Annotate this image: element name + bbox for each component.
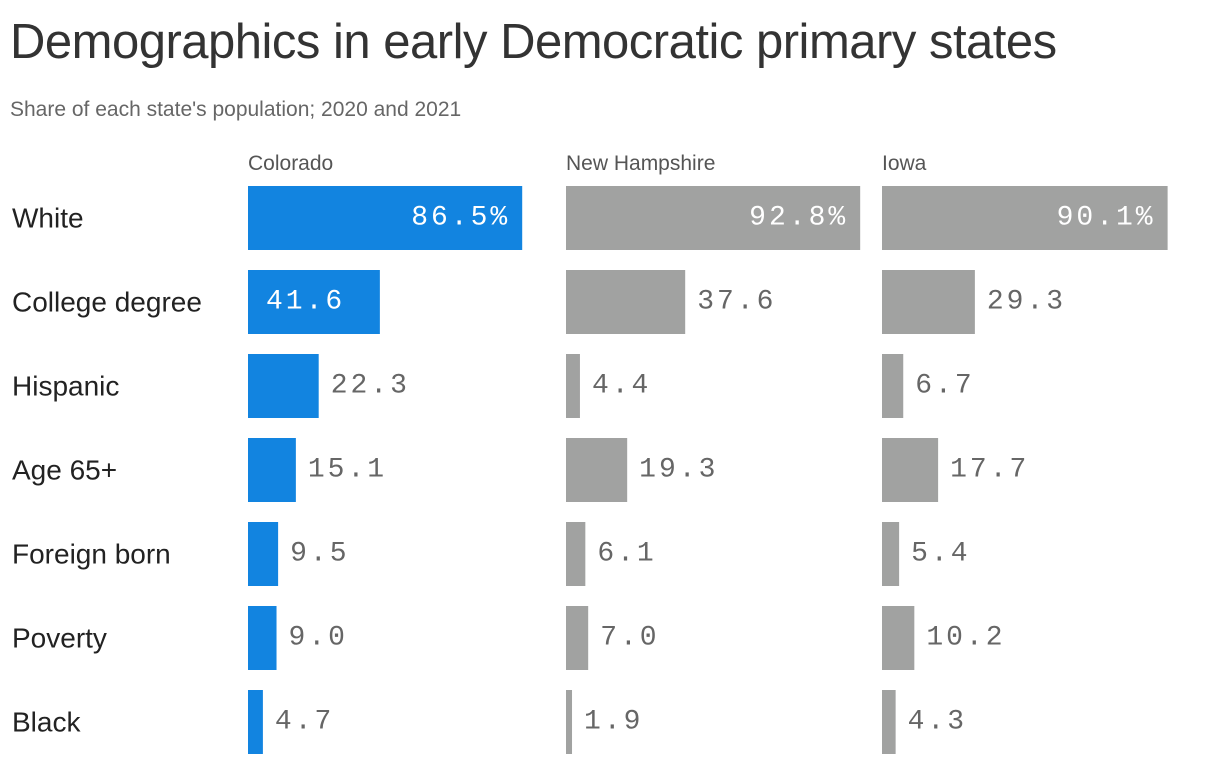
chart-subtitle: Share of each state's population; 2020 a… [10,98,462,121]
row-label-hispanic: Hispanic [12,371,119,402]
bar-iowa-college-degree [882,270,975,334]
value-label-iowa-age-65: 17.7 [950,455,1029,486]
value-label-new-hampshire-black: 1.9 [584,707,643,738]
bar-iowa-poverty [882,606,915,670]
value-label-colorado-college-degree: 41.6 [266,287,345,318]
bar-new-hampshire-poverty [566,606,589,670]
bar-new-hampshire-foreign-born [566,522,586,586]
bar-colorado-hispanic [248,354,319,418]
row-label-white: White [12,203,84,234]
bar-new-hampshire-hispanic [566,354,580,418]
value-label-colorado-foreign-born: 9.5 [290,539,349,570]
value-label-iowa-hispanic: 6.7 [915,371,974,402]
bar-iowa-foreign-born [882,522,900,586]
bar-iowa-hispanic [882,354,904,418]
chart-title: Demographics in early Democratic primary… [10,15,1057,69]
value-label-new-hampshire-hispanic: 4.4 [592,371,651,402]
bar-new-hampshire-black [566,690,573,754]
row-label-black: Black [12,707,81,738]
bar-iowa-black [882,690,896,754]
value-label-colorado-age-65: 15.1 [308,455,387,486]
value-label-new-hampshire-white: 92.8% [749,203,848,234]
bar-colorado-foreign-born [248,522,279,586]
value-label-new-hampshire-college-degree: 37.6 [697,287,776,318]
bar-colorado-college-degree [248,270,380,334]
value-label-iowa-poverty: 10.2 [926,623,1005,654]
bar-colorado-black [248,690,263,754]
value-label-new-hampshire-age-65: 19.3 [639,455,718,486]
bar-colorado-poverty [248,606,277,670]
value-label-iowa-white: 90.1% [1057,203,1156,234]
value-label-colorado-hispanic: 22.3 [331,371,410,402]
value-label-colorado-black: 4.7 [275,707,334,738]
bar-new-hampshire-age-65 [566,438,628,502]
row-label-college-degree: College degree [12,287,202,318]
value-label-iowa-foreign-born: 5.4 [911,539,970,570]
panel-title-iowa: Iowa [882,152,927,175]
panel-title-colorado: Colorado [248,152,333,175]
value-label-colorado-poverty: 9.0 [289,623,348,654]
row-label-age-65: Age 65+ [12,455,117,486]
row-label-poverty: Poverty [12,623,107,654]
panel-title-new-hampshire: New Hampshire [566,152,715,175]
value-label-colorado-white: 86.5% [411,203,510,234]
bar-colorado-white [248,186,523,250]
bar-new-hampshire-college-degree [566,270,686,334]
value-label-iowa-black: 4.3 [908,707,967,738]
value-label-iowa-college-degree: 29.3 [987,287,1066,318]
bar-iowa-white [882,186,1168,250]
bar-colorado-age-65 [248,438,296,502]
row-label-foreign-born: Foreign born [12,539,171,570]
bar-iowa-age-65 [882,438,939,502]
value-label-new-hampshire-foreign-born: 6.1 [597,539,656,570]
bar-new-hampshire-white [566,186,861,250]
value-label-new-hampshire-poverty: 7.0 [600,623,659,654]
